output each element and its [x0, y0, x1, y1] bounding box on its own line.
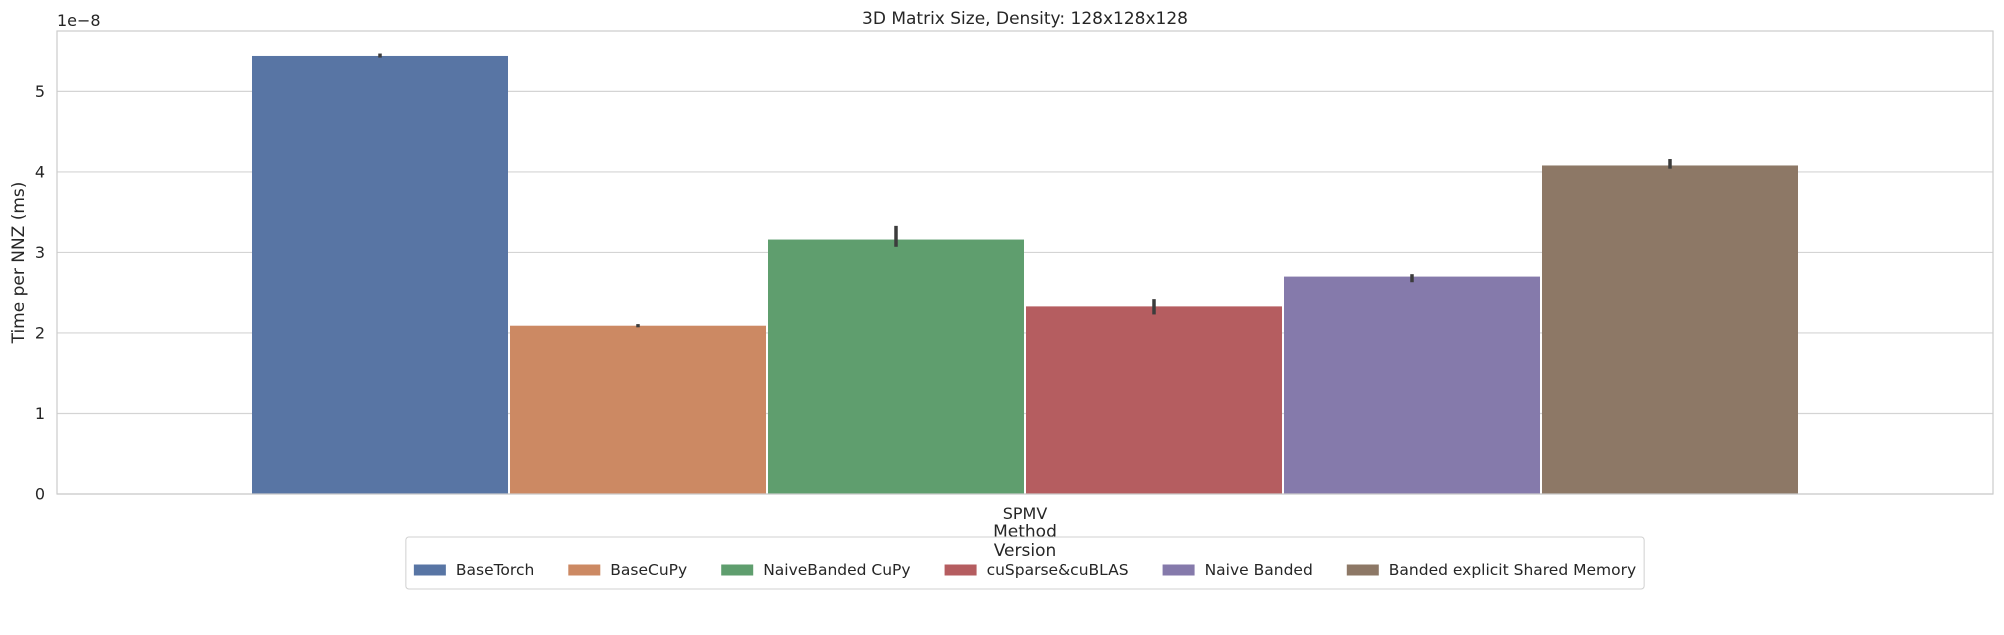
legend-item: NaiveBanded CuPy	[721, 561, 911, 579]
bar	[252, 55, 508, 495]
legend-item: cuSparse&cuBLAS	[944, 561, 1129, 579]
legend-item: BaseCuPy	[568, 561, 687, 579]
legend-label: BaseCuPy	[610, 561, 687, 579]
legend-item: BaseTorch	[413, 561, 534, 579]
x-tick-label: SPMV	[1003, 504, 1048, 523]
legend-label: Naive Banded	[1205, 561, 1313, 579]
legend-swatch	[568, 564, 601, 576]
bar	[1542, 165, 1798, 494]
legend-items: BaseTorch BaseCuPy NaiveBanded CuPy cuSpars…	[413, 561, 1636, 579]
bar	[768, 239, 1024, 494]
bar	[1284, 276, 1540, 494]
y-tick-label: 1	[35, 404, 45, 423]
legend-label: cuSparse&cuBLAS	[987, 561, 1129, 579]
y-tick-label: 4	[35, 162, 45, 181]
y-axis-offset-text: 1e−8	[57, 11, 101, 30]
y-tick-label: 5	[35, 82, 45, 101]
legend-swatch	[1346, 564, 1379, 576]
legend-item: Naive Banded	[1162, 561, 1313, 579]
legend-frame	[405, 536, 1645, 590]
legend-label: BaseTorch	[456, 561, 534, 579]
bar	[510, 325, 766, 494]
legend: Version BaseTorch BaseCuPy NaiveBanded CuP…	[405, 536, 1645, 590]
legend-item: Banded explicit Shared Memory	[1346, 561, 1636, 579]
y-tick-label: 3	[35, 243, 45, 262]
legend-label: NaiveBanded CuPy	[763, 561, 910, 579]
bars	[252, 55, 1798, 495]
legend-swatch	[944, 564, 977, 576]
legend-swatch	[413, 564, 446, 576]
chart-title: 3D Matrix Size, Density: 128x128x128	[862, 9, 1188, 29]
y-tick-label: 2	[35, 323, 45, 342]
y-axis-label: Time per NNZ (ms)	[9, 182, 29, 345]
y-axis-ticks: 0 1 2 3 4 5	[35, 82, 45, 504]
bar	[1026, 306, 1282, 494]
error-bars	[378, 53, 1672, 328]
x-axis-ticks: SPMV	[1003, 504, 1048, 523]
y-tick-label: 0	[35, 485, 45, 504]
legend-label: Banded explicit Shared Memory	[1389, 561, 1636, 579]
legend-title: Version	[994, 541, 1057, 561]
plot-area-frame	[56, 30, 1994, 495]
legend-swatch	[1162, 564, 1195, 576]
legend-swatch	[721, 564, 754, 576]
